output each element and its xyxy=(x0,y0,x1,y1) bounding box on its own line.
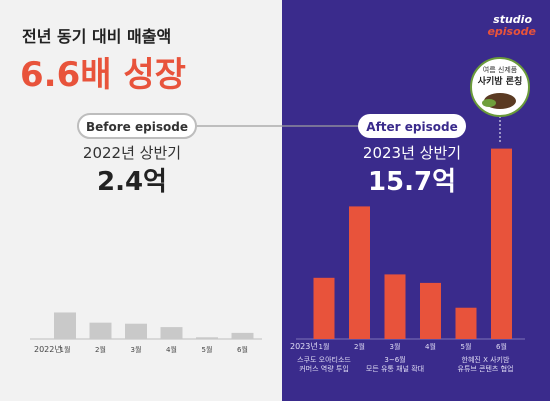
bar-2022-5 xyxy=(196,337,218,339)
brand-logo-line1: studio xyxy=(493,13,532,26)
tick-2022-3: 3월 xyxy=(131,345,142,354)
left-bar-series: 1월 2월 3월 4월 5월 6월 xyxy=(54,312,254,354)
after-episode-pill xyxy=(358,114,466,138)
before-episode-label: Before episode xyxy=(86,120,188,134)
annotation-2-line-1: 3~6월 xyxy=(384,355,405,364)
header-subtitle: 전년 동기 대비 매출액 xyxy=(22,27,171,46)
product-badge: 여름 신제품 사키밤 론칭 xyxy=(470,57,530,142)
right-period: 2023년 상반기 xyxy=(363,144,461,162)
bar-2022-6 xyxy=(231,332,254,339)
left-year-label: 2022년 xyxy=(34,344,62,354)
header-title: 6.6배 성장 xyxy=(20,55,186,95)
bar-2023-4 xyxy=(420,282,441,339)
tick-2022-6: 6월 xyxy=(237,345,248,354)
tick-2023-2: 2월 xyxy=(354,342,365,351)
annotation-2-line-2: 모든 유통 채널 확대 xyxy=(366,364,424,373)
right-total: 15.7억 xyxy=(368,167,456,197)
bar-2023-1 xyxy=(313,277,335,339)
tick-2023-5: 5월 xyxy=(461,342,472,351)
bar-2023-5 xyxy=(455,307,477,339)
left-period: 2022년 상반기 xyxy=(83,144,181,162)
badge-line2: 사키밤 론칭 xyxy=(478,75,523,87)
brand-logo-line2: episode xyxy=(487,25,536,38)
bar-2022-1 xyxy=(54,312,76,339)
tick-2023-4: 4월 xyxy=(425,342,436,351)
bar-2022-2 xyxy=(89,322,112,339)
right-year-label: 2023년 xyxy=(290,341,318,351)
bar-2022-4 xyxy=(160,327,183,339)
leaf-icon xyxy=(482,99,496,107)
annotation-1-line-1: 스쿠도 오아티소드 xyxy=(297,355,351,364)
bar-2023-6 xyxy=(491,148,512,339)
annotation-1-line-2: 커머스 역량 투입 xyxy=(299,364,349,373)
tick-2023-3: 3월 xyxy=(390,342,401,351)
bar-2022-3 xyxy=(125,323,147,339)
left-total: 2.4억 xyxy=(97,167,167,197)
tick-2022-1: 1월 xyxy=(60,345,71,354)
annotation-3-line-2: 유튜브 콘텐츠 협업 xyxy=(458,364,514,373)
tick-2023-6: 6월 xyxy=(496,342,507,351)
bar-2023-2 xyxy=(349,206,370,339)
annotation-3-line-1: 한혜진 X 사키밤 xyxy=(462,355,510,364)
tick-2022-5: 5월 xyxy=(202,345,213,354)
bar-2023-3 xyxy=(384,274,406,339)
after-episode-label: After episode xyxy=(366,120,457,134)
badge-line1: 여름 신제품 xyxy=(483,65,518,74)
tick-2023-1: 1월 xyxy=(319,342,330,351)
right-bar-series: 1월 2월 3월 4월 5월 6월 xyxy=(313,148,512,351)
tick-2022-2: 2월 xyxy=(95,345,106,354)
tick-2022-4: 4월 xyxy=(166,345,177,354)
before-episode-pill xyxy=(77,113,197,139)
